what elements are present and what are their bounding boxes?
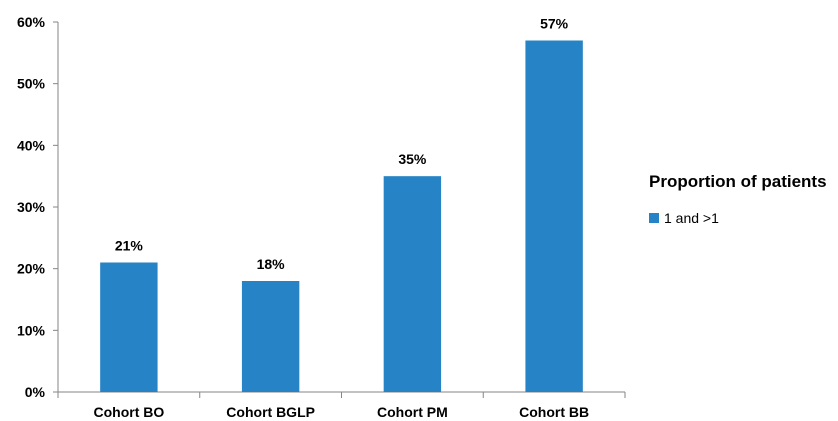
- bar: [383, 176, 442, 392]
- data-label: 35%: [398, 151, 427, 167]
- bar: [525, 40, 583, 392]
- y-tick-label: 60%: [17, 14, 46, 30]
- bar: [100, 262, 158, 392]
- labels: 0% 10% 20% 30% 40% 50% 60% 21% Cohort BO 18% Cohor…: [17, 14, 589, 420]
- x-tick-label: Cohort BB: [519, 404, 589, 420]
- x-tick-label: Cohort PM: [377, 404, 448, 420]
- bar: [241, 281, 300, 392]
- y-tick-label: 50%: [17, 76, 46, 92]
- x-tick-label: Cohort BGLP: [226, 404, 315, 420]
- y-tick-label: 20%: [17, 261, 46, 277]
- legend-swatch: [649, 213, 659, 223]
- bars: [100, 40, 583, 392]
- y-tick-label: 10%: [17, 322, 46, 338]
- legend-title: Proportion of patients: [649, 172, 827, 191]
- data-label: 18%: [257, 256, 286, 272]
- data-label: 57%: [540, 16, 569, 32]
- legend-series-name: 1 and >1: [664, 210, 719, 226]
- y-tick-label: 0%: [25, 384, 46, 400]
- x-tick-label: Cohort BO: [93, 404, 164, 420]
- y-tick-label: 30%: [17, 199, 46, 215]
- data-label: 21%: [115, 238, 144, 254]
- legend-entry: 1 and >1: [649, 210, 827, 226]
- legend: Proportion of patients 1 and >1: [649, 172, 827, 226]
- y-tick-label: 40%: [17, 137, 46, 153]
